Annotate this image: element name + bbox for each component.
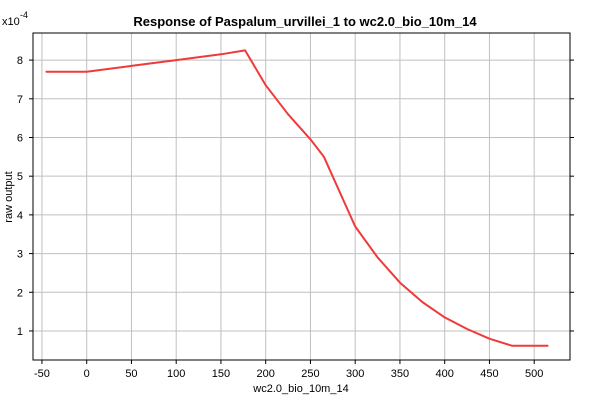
plot-frame: [32, 32, 571, 361]
x-axis-label: wc2.0_bio_10m_14: [252, 383, 348, 395]
y-tick-label: 4: [17, 210, 23, 222]
x-tick-labels: -50 0 50 100 150 200 250 300 350 400 450 500: [34, 368, 543, 380]
y-axis-label: raw output: [3, 171, 15, 222]
y-tick-labels: 1 2 3 4 5 6 7 8: [17, 55, 23, 338]
x-tick-label: 150: [212, 368, 230, 380]
grid: [33, 33, 570, 360]
x-tick-label: 0: [84, 368, 90, 380]
y-multiplier: x10 -4: [2, 10, 28, 28]
y-multiplier-exponent: -4: [20, 10, 28, 20]
y-tick-label: 8: [17, 55, 23, 67]
response-curve: [45, 49, 549, 347]
chart-title: Response of Paspalum_urvillei_1 to wc2.0…: [133, 14, 477, 29]
x-tick-label: 350: [391, 368, 409, 380]
y-tick-label: 6: [17, 132, 23, 144]
series-group: [45, 49, 549, 347]
x-tick-label: 400: [436, 368, 454, 380]
y-multiplier-base: x10: [2, 16, 20, 28]
y-tick-label: 3: [17, 249, 23, 261]
x-tick-label: 250: [301, 368, 319, 380]
x-tick-label: -50: [34, 368, 50, 380]
y-tick-label: 1: [17, 326, 23, 338]
y-tick-label: 7: [17, 94, 23, 106]
x-tick-label: 100: [167, 368, 185, 380]
y-tick-label: 5: [17, 171, 23, 183]
x-tick-label: 300: [346, 368, 364, 380]
y-tick-label: 2: [17, 287, 23, 299]
x-tick-label: 50: [125, 368, 137, 380]
x-tick-label: 450: [480, 368, 498, 380]
x-tick-label: 500: [525, 368, 543, 380]
x-tick-label: 200: [257, 368, 275, 380]
axis-ticks: [29, 59, 574, 364]
